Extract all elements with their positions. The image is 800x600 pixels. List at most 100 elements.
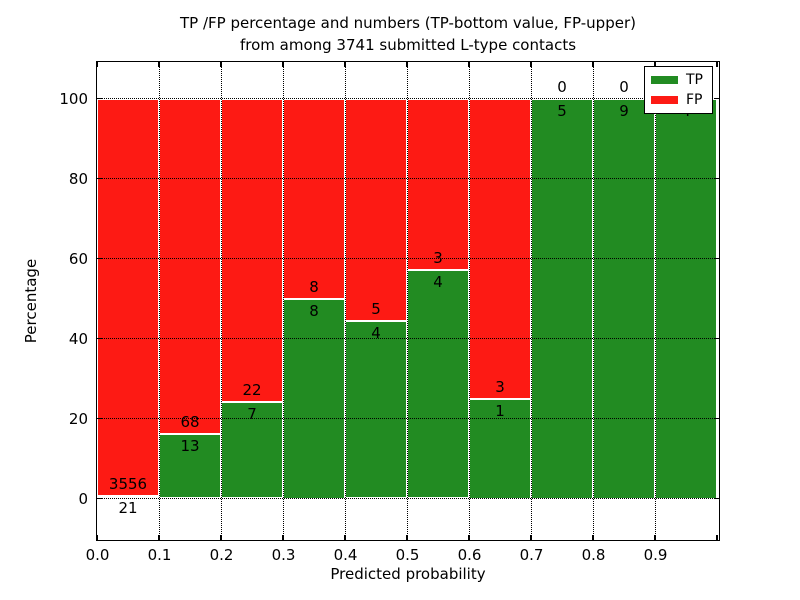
bar-segment-tp: [593, 98, 655, 499]
legend-label-tp: TP: [686, 71, 703, 88]
y-tick-label: 20: [68, 410, 88, 428]
y-tick-mark: [97, 337, 102, 340]
x-tick-mark: [158, 62, 160, 67]
x-tick-label: 0.1: [147, 546, 172, 564]
legend-item-tp: TP: [645, 72, 712, 88]
x-tick-mark: [406, 62, 408, 67]
legend-label-fp: FP: [686, 92, 703, 109]
fp-count-label: 3: [495, 377, 505, 396]
y-tick-mark: [714, 497, 719, 500]
bar-segment-fp: [221, 98, 283, 402]
x-tick-label: 0.4: [333, 546, 358, 564]
x-gridline: [406, 62, 408, 540]
y-tick-mark: [97, 497, 102, 500]
y-gridline: [97, 338, 719, 339]
x-tick-mark: [344, 535, 346, 540]
y-tick-mark: [714, 337, 719, 340]
fp-count-label: 8: [309, 277, 319, 296]
x-tick-label: 0.9: [643, 546, 668, 564]
tp-count-label: 13: [180, 437, 200, 456]
x-tick-label: 0.6: [457, 546, 482, 564]
fp-color-swatch: [651, 96, 678, 105]
x-tick-mark: [468, 62, 470, 67]
bar-segment-fp: [283, 98, 345, 299]
x-tick-label: 0.3: [271, 546, 296, 564]
fp-count-label: 0: [557, 77, 567, 96]
fp-count-label: 0: [619, 77, 629, 96]
x-axis-label: Predicted probability: [330, 565, 486, 583]
x-tick-mark: [592, 62, 594, 67]
y-tick-label: 60: [68, 250, 88, 268]
y-tick-mark: [97, 257, 102, 260]
x-tick-mark: [530, 62, 532, 67]
x-gridline: [654, 62, 656, 540]
x-tick-mark: [282, 62, 284, 67]
tp-count-label: 9: [619, 101, 629, 120]
plot-area: 355621681322788543431050904: [96, 61, 720, 541]
tp-count-label: 4: [433, 272, 443, 291]
x-tick-label: 0.8: [581, 546, 606, 564]
fp-count-label: 68: [180, 413, 200, 432]
x-gridline: [220, 62, 222, 540]
y-tick-mark: [97, 417, 102, 420]
y-gridline: [97, 178, 719, 179]
tp-count-label: 4: [371, 323, 381, 342]
fp-count-label: 3556: [108, 475, 148, 494]
y-tick-mark: [714, 97, 719, 100]
tp-count-label: 21: [118, 499, 138, 518]
x-tick-mark: [96, 62, 98, 67]
x-gridline: [530, 62, 532, 540]
bar-segment-fp: [97, 98, 159, 497]
bar-segment-fp: [345, 98, 407, 321]
x-tick-label: 0.2: [209, 546, 234, 564]
x-tick-mark: [220, 62, 222, 67]
tp-count-label: 7: [247, 404, 257, 423]
fp-count-label: 3: [433, 248, 443, 267]
bar-segment-fp: [469, 98, 531, 399]
x-gridline: [592, 62, 594, 540]
y-gridline: [97, 498, 719, 499]
bar-segment-tp: [655, 98, 717, 499]
tp-count-label: 5: [557, 101, 567, 120]
legend: TP FP: [644, 66, 713, 114]
x-gridline: [344, 62, 346, 540]
chart-title-line2: from among 3741 submitted L-type contact…: [239, 36, 577, 54]
x-tick-label: 0.0: [85, 546, 110, 564]
chart-title-line1: TP /FP percentage and numbers (TP-bottom…: [180, 14, 636, 32]
x-tick-mark: [96, 535, 98, 540]
y-tick-label: 0: [78, 490, 88, 508]
tp-count-label: 8: [309, 301, 319, 320]
legend-item-fp: FP: [645, 92, 712, 108]
chart-title: TP /FP percentage and numbers (TP-bottom…: [97, 12, 719, 56]
x-tick-label: 0.5: [395, 546, 420, 564]
x-tick-mark: [654, 62, 656, 67]
bar-segment-tp: [407, 269, 469, 499]
y-tick-mark: [714, 177, 719, 180]
y-gridline: [97, 258, 719, 259]
fp-count-label: 5: [371, 299, 381, 318]
bar-segment-tp: [283, 298, 345, 499]
x-tick-mark: [344, 62, 346, 67]
bar-segment-fp: [407, 98, 469, 270]
x-tick-mark: [716, 62, 718, 67]
x-tick-mark: [468, 535, 470, 540]
y-tick-label: 80: [68, 170, 88, 188]
tp-count-label: 1: [495, 401, 505, 420]
x-tick-mark: [716, 535, 718, 540]
y-axis-label: Percentage: [22, 258, 40, 344]
y-tick-mark: [714, 257, 719, 260]
y-gridline: [97, 418, 719, 419]
y-tick-mark: [97, 97, 102, 100]
x-tick-mark: [530, 535, 532, 540]
bar-segment-tp: [345, 320, 407, 499]
y-tick-label: 40: [68, 330, 88, 348]
fp-count-label: 22: [242, 380, 262, 399]
y-gridline: [97, 98, 719, 99]
x-tick-mark: [282, 535, 284, 540]
tp-color-swatch: [651, 75, 678, 84]
x-tick-mark: [220, 535, 222, 540]
x-tick-mark: [406, 535, 408, 540]
x-gridline: [468, 62, 470, 540]
x-tick-label: 0.7: [519, 546, 544, 564]
